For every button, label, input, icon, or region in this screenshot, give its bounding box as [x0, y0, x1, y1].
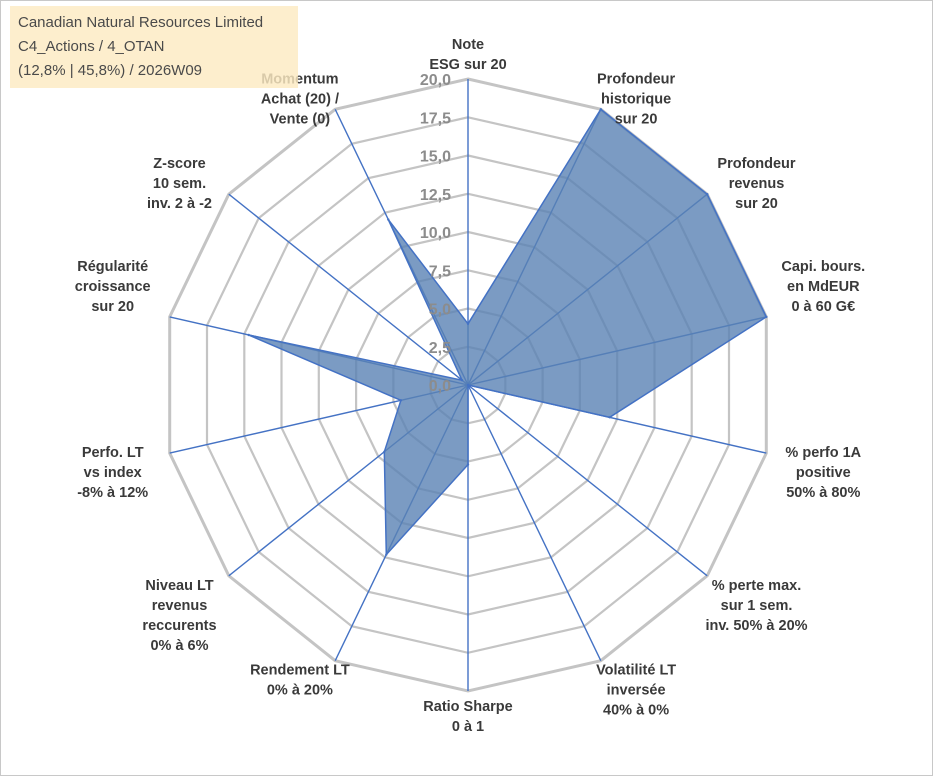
- axis-label-line: Régularité: [77, 259, 148, 275]
- data-point: [247, 333, 250, 337]
- axis-label: Note ESG sur 20: [429, 37, 506, 73]
- axis-label: Profondeur historique sur 20: [597, 71, 675, 127]
- tick-label: 10,0: [420, 225, 451, 242]
- data-point: [599, 108, 602, 111]
- tick-label: 5,0: [429, 302, 451, 319]
- data-point: [460, 379, 464, 382]
- axis-label-line: Perfo. LT: [82, 445, 144, 461]
- axis-label-line: positive: [796, 465, 851, 481]
- axis-label-line: Volatilité LT: [596, 663, 676, 679]
- axis-label-line: 0% à 6%: [150, 638, 208, 654]
- axis-label-line: croissance: [75, 279, 151, 295]
- data-point: [387, 218, 390, 221]
- data-point: [466, 383, 470, 387]
- axis-label-line: sur 20: [615, 111, 658, 127]
- axis-label: Rendement LT 0% à 20%: [250, 663, 350, 699]
- axis-label-line: Momentum: [261, 71, 338, 87]
- axis-label-line: 40% à 0%: [603, 703, 669, 719]
- axis-label-line: Rendement LT: [250, 663, 350, 679]
- axis-label-line: 0 à 60 G€: [791, 299, 855, 315]
- data-point: [385, 553, 388, 556]
- axis-label-line: sur 20: [735, 196, 778, 212]
- axis-label-line: revenus: [152, 598, 208, 614]
- axis-label-line: % perfo 1A: [785, 445, 861, 461]
- axis-label: % perfo 1A positive 50% à 80%: [785, 445, 861, 501]
- axis-label-line: en MdEUR: [787, 279, 860, 295]
- axis-label: Niveau LT revenus reccurents 0% à 6%: [142, 578, 216, 654]
- axis-label: Momentum Achat (20) / Vente (0): [261, 71, 339, 127]
- axis-label-line: inv. 2 à -2: [147, 196, 212, 212]
- axis-label-line: Capi. bours.: [781, 259, 865, 275]
- axis-label-line: % perte max.: [712, 578, 801, 594]
- data-point: [466, 322, 470, 325]
- tick-label: 7,5: [429, 263, 451, 280]
- axis-label-line: 10 sem.: [153, 176, 206, 192]
- axis-label-line: Achat (20) /: [261, 91, 339, 107]
- data-point: [608, 416, 611, 419]
- axis-label-line: historique: [601, 91, 671, 107]
- axis-label-line: ESG sur 20: [429, 57, 506, 73]
- axis-label-line: Profondeur: [597, 71, 675, 87]
- axis-label: Z-score 10 sem. inv. 2 à -2: [147, 156, 212, 212]
- axis-label: Régularité croissance sur 20: [75, 259, 151, 315]
- axis-label-line: Ratio Sharpe: [423, 699, 512, 715]
- axis-label-line: sur 1 sem.: [721, 598, 793, 614]
- axis-label-line: 0% à 20%: [267, 683, 333, 699]
- axis-label-line: inversée: [607, 683, 666, 699]
- data-point: [399, 399, 403, 402]
- tick-label: 20,0: [420, 72, 451, 89]
- radar-spoke: [228, 193, 469, 386]
- axis-label: Ratio Sharpe 0 à 1: [423, 699, 512, 735]
- axis-label: Capi. bours. en MdEUR 0 à 60 G€: [781, 259, 865, 315]
- axis-label-line: 0 à 1: [452, 719, 484, 735]
- axis-label-line: Niveau LT: [145, 578, 213, 594]
- axis-label-line: 50% à 80%: [786, 485, 860, 501]
- axis-label: Volatilité LT inversée 40% à 0%: [596, 663, 676, 719]
- data-point: [706, 193, 709, 196]
- axis-label-line: -8% à 12%: [77, 485, 148, 501]
- axis-label-line: Note: [452, 37, 484, 53]
- radar-spoke: [467, 384, 602, 662]
- tick-label: 0,0: [429, 378, 451, 395]
- axis-label-line: revenus: [729, 176, 785, 192]
- axis-labels: Note ESG sur 20 Profondeur historique sur 20…: [75, 37, 865, 735]
- radar-spoke: [467, 384, 708, 577]
- tick-label: 17,5: [420, 110, 451, 127]
- axis-label: Perfo. LT vs index -8% à 12%: [77, 445, 148, 501]
- tick-label: 2,5: [429, 340, 451, 357]
- data-point: [765, 315, 768, 319]
- axis-label-line: inv. 50% à 20%: [705, 618, 807, 634]
- data-point: [383, 450, 386, 453]
- axis-label-line: Profondeur: [717, 156, 795, 172]
- axis-label: Profondeur revenus sur 20: [717, 156, 795, 212]
- axis-label-line: sur 20: [91, 299, 134, 315]
- axis-label-line: Z-score: [153, 156, 205, 172]
- radar-series: [247, 108, 768, 557]
- axis-label-line: vs index: [84, 465, 142, 481]
- axis-label-line: Vente (0): [270, 111, 331, 127]
- axis-label: % perte max. sur 1 sem. inv. 50% à 20%: [705, 578, 807, 634]
- series-area: [248, 108, 768, 557]
- tick-label: 12,5: [420, 187, 451, 204]
- radial-tick-labels: 0,0 2,5 5,0 7,5 10,0 12,5 15,0 17,5 20,0: [420, 72, 451, 395]
- data-point: [466, 463, 470, 466]
- axis-label-line: reccurents: [142, 618, 216, 634]
- tick-label: 15,0: [420, 149, 451, 166]
